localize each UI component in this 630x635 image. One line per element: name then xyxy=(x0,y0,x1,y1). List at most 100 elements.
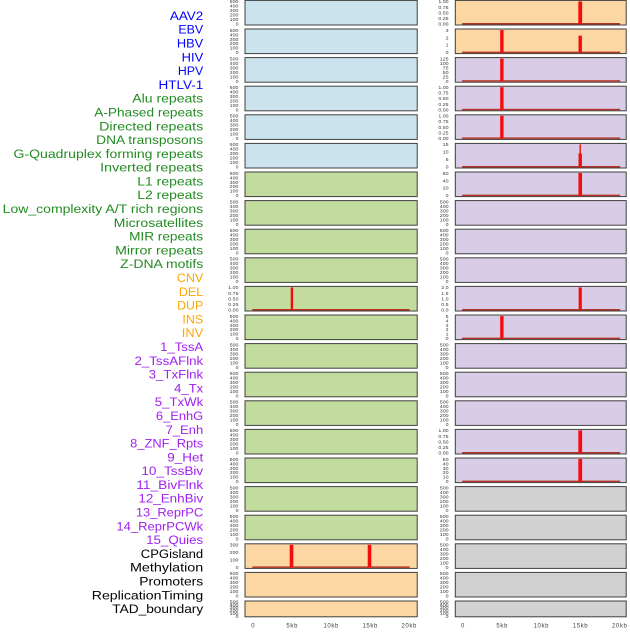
svg-text:100: 100 xyxy=(230,389,239,394)
svg-text:300: 300 xyxy=(230,65,239,70)
svg-text:5kb: 5kb xyxy=(496,624,508,630)
svg-text:100: 100 xyxy=(440,246,449,251)
svg-text:100: 100 xyxy=(230,532,239,537)
svg-text:100: 100 xyxy=(230,17,239,22)
svg-text:200: 200 xyxy=(440,241,449,246)
svg-text:500: 500 xyxy=(230,342,239,347)
svg-text:1.00: 1.00 xyxy=(228,285,239,290)
svg-text:100: 100 xyxy=(230,103,239,108)
svg-text:0: 0 xyxy=(236,136,239,141)
svg-text:HPV: HPV xyxy=(178,64,204,78)
svg-text:2: 2 xyxy=(446,35,449,40)
svg-text:100: 100 xyxy=(230,132,239,137)
svg-text:100: 100 xyxy=(440,503,449,508)
svg-text:400: 400 xyxy=(230,461,239,466)
svg-text:20kb: 20kb xyxy=(401,624,417,630)
svg-text:300: 300 xyxy=(230,409,239,414)
svg-text:2: 2 xyxy=(446,327,449,332)
svg-text:300: 300 xyxy=(230,543,239,548)
svg-text:200: 200 xyxy=(230,470,239,475)
svg-text:50: 50 xyxy=(443,457,449,462)
svg-text:6_EnhG: 6_EnhG xyxy=(156,409,203,423)
svg-text:400: 400 xyxy=(230,433,239,438)
svg-text:1.5: 1.5 xyxy=(441,291,449,296)
svg-text:500: 500 xyxy=(230,171,239,176)
svg-text:HIV: HIV xyxy=(182,50,204,64)
svg-text:30: 30 xyxy=(443,466,449,471)
svg-text:7_Enh: 7_Enh xyxy=(166,423,204,437)
svg-text:60: 60 xyxy=(443,171,449,176)
svg-text:0: 0 xyxy=(236,279,239,284)
svg-text:200: 200 xyxy=(230,270,239,275)
svg-text:0: 0 xyxy=(236,508,239,513)
svg-text:100: 100 xyxy=(440,61,449,66)
svg-text:400: 400 xyxy=(440,576,449,581)
svg-text:1.00: 1.00 xyxy=(438,0,449,4)
svg-text:INV: INV xyxy=(182,326,204,340)
svg-text:15: 15 xyxy=(443,142,449,147)
svg-text:300: 300 xyxy=(230,180,239,185)
svg-text:200: 200 xyxy=(230,41,239,46)
svg-text:300: 300 xyxy=(230,237,239,242)
svg-text:400: 400 xyxy=(230,490,239,495)
svg-text:75: 75 xyxy=(443,65,449,70)
svg-text:100: 100 xyxy=(230,360,239,365)
svg-text:0.5: 0.5 xyxy=(441,302,449,307)
svg-text:500: 500 xyxy=(440,371,449,376)
svg-text:10kb: 10kb xyxy=(534,624,550,630)
svg-text:300: 300 xyxy=(440,237,449,242)
svg-text:400: 400 xyxy=(440,490,449,495)
svg-text:200: 200 xyxy=(440,213,449,218)
svg-text:200: 200 xyxy=(230,156,239,161)
svg-text:10: 10 xyxy=(443,150,449,155)
svg-text:500: 500 xyxy=(230,314,239,319)
svg-text:100: 100 xyxy=(440,532,449,537)
svg-text:500: 500 xyxy=(230,371,239,376)
svg-text:400: 400 xyxy=(230,32,239,37)
svg-text:100: 100 xyxy=(230,275,239,280)
svg-text:0: 0 xyxy=(446,422,449,427)
svg-text:4_Tx: 4_Tx xyxy=(174,381,204,395)
svg-text:0: 0 xyxy=(446,50,449,55)
svg-text:0: 0 xyxy=(446,594,449,599)
svg-text:Alu repeats: Alu repeats xyxy=(132,92,203,106)
svg-text:100: 100 xyxy=(230,446,239,451)
svg-text:100: 100 xyxy=(230,74,239,79)
svg-text:Inverted repeats: Inverted repeats xyxy=(100,161,203,175)
svg-text:400: 400 xyxy=(440,261,449,266)
svg-text:100: 100 xyxy=(440,561,449,566)
svg-text:0.00: 0.00 xyxy=(438,107,449,112)
svg-text:300: 300 xyxy=(440,208,449,213)
svg-text:0: 0 xyxy=(236,393,239,398)
svg-text:400: 400 xyxy=(230,576,239,581)
svg-text:15kb: 15kb xyxy=(362,624,378,630)
svg-text:100: 100 xyxy=(440,360,449,365)
svg-text:500: 500 xyxy=(230,485,239,490)
svg-text:200: 200 xyxy=(230,127,239,132)
svg-text:0: 0 xyxy=(236,250,239,255)
svg-text:300: 300 xyxy=(230,494,239,499)
svg-text:100: 100 xyxy=(230,332,239,337)
svg-text:3: 3 xyxy=(446,323,449,328)
svg-text:500: 500 xyxy=(440,543,449,548)
svg-text:100: 100 xyxy=(440,275,449,280)
svg-text:4: 4 xyxy=(446,318,449,323)
svg-text:300: 300 xyxy=(440,380,449,385)
svg-text:20kb: 20kb xyxy=(612,624,628,630)
svg-text:200: 200 xyxy=(230,327,239,332)
svg-text:Directed repeats: Directed repeats xyxy=(99,119,203,133)
svg-text:200: 200 xyxy=(230,442,239,447)
svg-text:100: 100 xyxy=(440,217,449,222)
svg-text:CPGisland: CPGisland xyxy=(141,547,204,561)
svg-text:500: 500 xyxy=(230,0,239,4)
svg-text:0: 0 xyxy=(251,624,255,630)
svg-text:400: 400 xyxy=(440,347,449,352)
svg-text:300: 300 xyxy=(440,605,449,610)
svg-text:0: 0 xyxy=(236,336,239,341)
svg-text:0.00: 0.00 xyxy=(438,22,449,27)
svg-text:500: 500 xyxy=(230,599,239,604)
svg-text:L1 repeats: L1 repeats xyxy=(137,174,203,188)
svg-text:400: 400 xyxy=(440,376,449,381)
svg-text:200: 200 xyxy=(230,184,239,189)
svg-text:0.50: 0.50 xyxy=(438,96,449,101)
